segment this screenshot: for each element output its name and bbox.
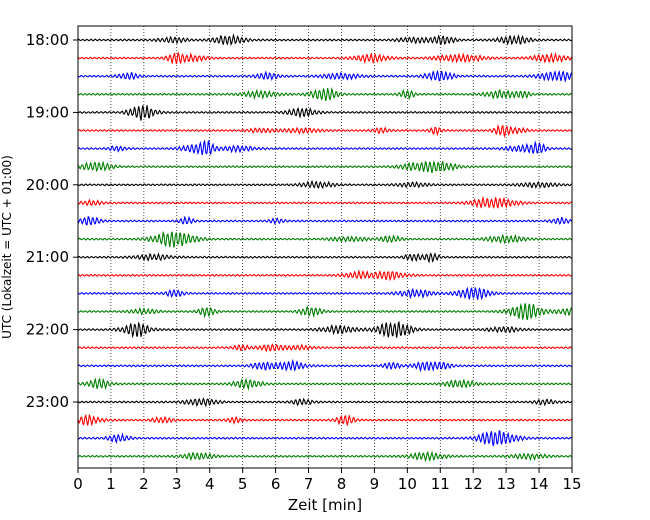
- seismogram-trace: [77, 303, 573, 321]
- x-tick-label: 4: [205, 475, 215, 493]
- seismogram-trace: [77, 430, 573, 447]
- seismogram-trace: [77, 195, 573, 210]
- x-tick-label: 9: [370, 475, 380, 493]
- seismogram-trace: [77, 69, 573, 83]
- x-tick-label: 3: [172, 475, 182, 493]
- seismogram-trace: [77, 377, 573, 391]
- x-tick-label: 0: [73, 475, 83, 493]
- y-tick-label: 20:00: [26, 176, 69, 194]
- x-tick-label: 12: [464, 475, 483, 493]
- y-axis-label: UTC (Lokalzeit = UTC + 01:00): [0, 155, 14, 339]
- seismogram-trace: [77, 33, 573, 46]
- x-axis-ticks: 0 1 2 3 4 5 6 7 8 9 10 11 12 13 14 15: [73, 468, 582, 493]
- x-axis-label: Zeit [min]: [288, 496, 362, 514]
- x-tick-label: 11: [431, 475, 450, 493]
- x-tick-label: 8: [337, 475, 347, 493]
- seismogram-trace: [77, 397, 573, 408]
- x-tick-label: 5: [238, 475, 248, 493]
- seismogram-trace: [77, 450, 573, 463]
- y-tick-label: 21:00: [26, 248, 69, 266]
- x-tick-label: 1: [106, 475, 116, 493]
- x-tick-label: 13: [497, 475, 516, 493]
- x-tick-label: 2: [139, 475, 149, 493]
- seismogram-trace: [77, 321, 573, 339]
- plot-frame: [77, 25, 573, 469]
- seismogram-trace: [77, 269, 573, 282]
- y-tick-label: 23:00: [26, 393, 69, 411]
- seismogram-trace: [77, 139, 573, 156]
- seismogram-trace: [77, 413, 573, 427]
- seismogram-trace: [77, 124, 572, 139]
- seismogram-trace: [77, 215, 573, 226]
- y-tick-label: 18:00: [26, 31, 69, 49]
- seismogram-trace: [77, 230, 573, 248]
- x-tick-label: 14: [530, 475, 549, 493]
- x-tick-label: 10: [398, 475, 417, 493]
- seismogram-trace: [77, 105, 573, 121]
- seismogram-trace: [77, 286, 572, 301]
- x-tick-label: 15: [562, 475, 581, 493]
- seismogram-trace: [77, 252, 573, 264]
- y-axis-ticks: 18:00 19:00 20:00 21:00 22:00 23:00: [26, 31, 78, 411]
- x-tick-label: 6: [271, 475, 281, 493]
- seismogram-trace: [77, 51, 573, 65]
- seismogram-trace: [77, 358, 572, 373]
- seismogram-trace: [77, 87, 573, 102]
- seismogram-trace: [77, 343, 572, 353]
- seismogram-traces: [77, 33, 573, 463]
- y-tick-label: 19:00: [26, 103, 69, 121]
- seismogram-trace: [77, 179, 573, 189]
- x-tick-label: 7: [304, 475, 314, 493]
- seismogram-trace: [77, 160, 573, 174]
- y-tick-label: 22:00: [26, 321, 69, 339]
